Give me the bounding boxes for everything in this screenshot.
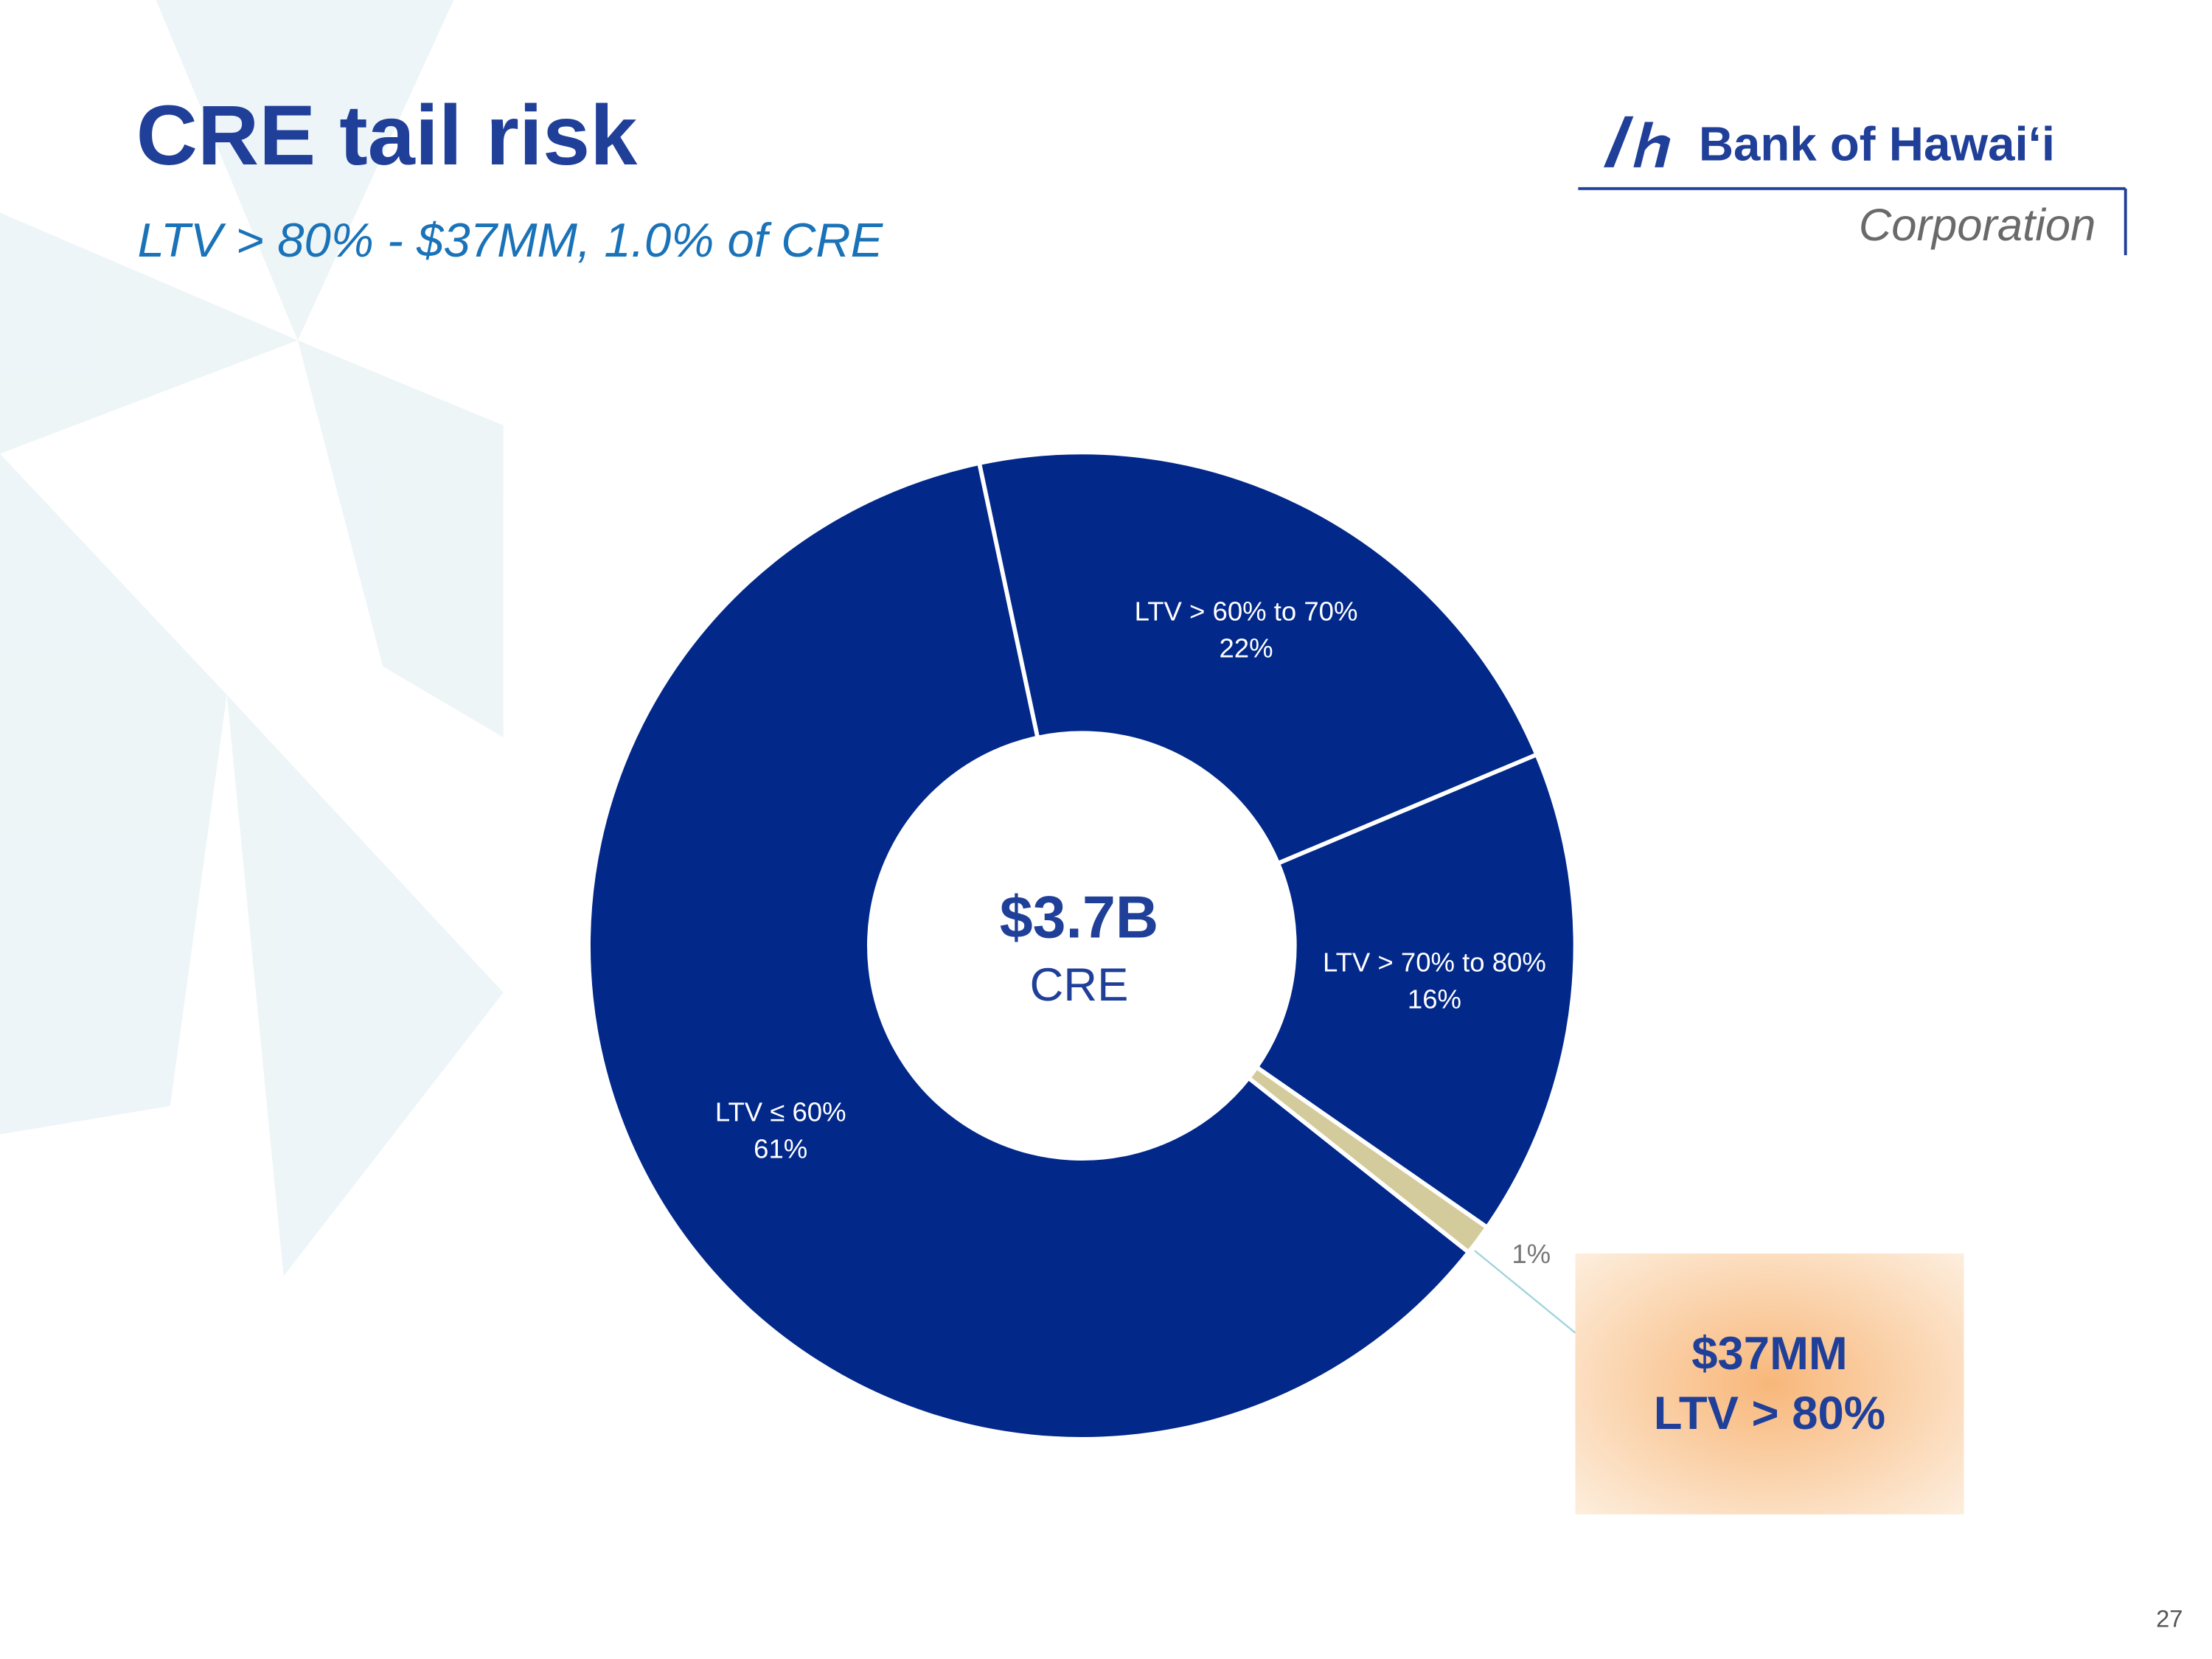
logo: Bank of Hawaiʻi Corporation [1578, 116, 2127, 256]
logo-mark [1604, 116, 1671, 167]
callout-text: $37MM [1691, 1328, 1848, 1380]
center-value: $3.7B [1000, 884, 1158, 950]
background-pattern [0, 0, 504, 1276]
callout-box [1575, 1253, 1964, 1514]
leader-line [1474, 1250, 1576, 1334]
page-number: 27 [2156, 1605, 2183, 1632]
logo-sub: Corporation [1859, 200, 2096, 251]
logo-name: Bank of Hawaiʻi [1699, 116, 2055, 170]
value-label: 61% [754, 1134, 807, 1164]
value-label: 22% [1219, 633, 1273, 663]
donut: LTV ≤ 60% 61% LTV > 60% to 70% 22% LTV > 70%… [586, 450, 1578, 1441]
callout-text: LTV > 80% [1654, 1388, 1885, 1439]
slice [586, 460, 1472, 1441]
subtitle: LTV > 80% - $37MM, 1.0% of CRE [138, 213, 884, 267]
slice [1245, 1064, 1490, 1256]
value-label: 1% [1512, 1239, 1551, 1269]
slice [1253, 751, 1578, 1231]
value-label: 16% [1408, 984, 1461, 1015]
slice-label: LTV > 60% to 70% [1135, 596, 1358, 626]
slice [976, 450, 1540, 866]
title: CRE tail risk [136, 88, 639, 183]
slice-label: LTV > 70% to 80% [1323, 947, 1546, 978]
slice-label: LTV ≤ 60% [715, 1097, 846, 1127]
center-label: CRE [1029, 959, 1128, 1011]
